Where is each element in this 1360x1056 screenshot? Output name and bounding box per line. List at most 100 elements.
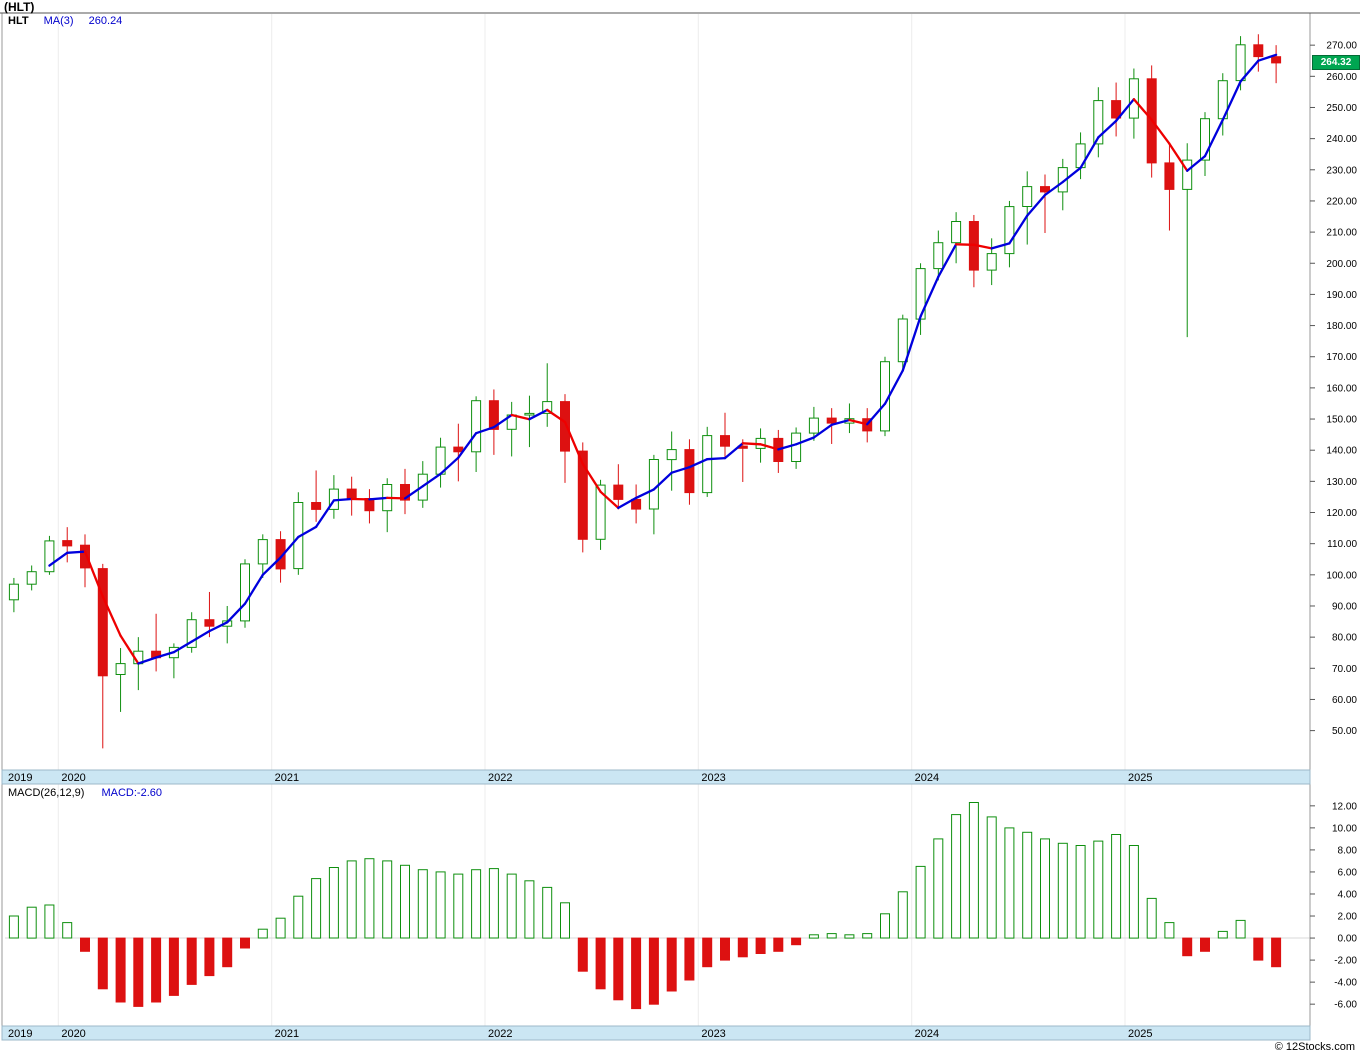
candle (791, 427, 802, 469)
macd-bar (1217, 930, 1228, 939)
macd-bar (26, 906, 37, 939)
price-tick-label: 180.00 (1326, 321, 1357, 332)
price-tick-label: 270.00 (1326, 41, 1357, 52)
macd-bar (702, 937, 713, 968)
year-label: 2020 (61, 772, 85, 784)
macd-bar (1164, 922, 1175, 939)
candle (524, 395, 535, 448)
symbol-label: HLT (8, 15, 29, 27)
macd-bar (1200, 937, 1210, 952)
candle (1271, 45, 1282, 84)
candle (684, 439, 695, 505)
macd-tick-label: 6.00 (1338, 867, 1358, 878)
candle (951, 212, 962, 264)
candle (26, 565, 37, 591)
year-label: 2021 (275, 1028, 299, 1040)
year-label: 2025 (1128, 1028, 1152, 1040)
candle (1022, 171, 1033, 245)
macd-bar (488, 868, 499, 939)
candle (80, 534, 90, 588)
price-tick-label: 80.00 (1332, 633, 1357, 644)
candle (44, 535, 55, 575)
year-label: 2022 (488, 1028, 512, 1040)
price-tick-label: 100.00 (1326, 570, 1357, 581)
year-label: 2025 (1128, 772, 1152, 784)
price-tick-label: 140.00 (1326, 446, 1357, 457)
candle (1111, 82, 1122, 137)
macd-tick-label: 4.00 (1338, 889, 1358, 900)
macd-bar (240, 937, 250, 949)
macd-bar (97, 937, 108, 990)
macd-bar (933, 838, 944, 939)
candle (666, 431, 677, 491)
year-label: 2019 (8, 772, 32, 784)
candle (488, 389, 499, 455)
last-price-badge: 264.32 (1312, 55, 1360, 70)
macd-bar (328, 867, 339, 939)
macd-bar (595, 937, 606, 990)
year-gridlines (57, 14, 1126, 1026)
price-axis: 50.00 60.00 70.00 80.00 90.00 100.00 110.00 120… (1310, 41, 1357, 737)
macd-tick-label: -2.00 (1334, 956, 1357, 967)
macd-bar (506, 873, 517, 939)
macd-bar (737, 937, 748, 958)
candle (986, 238, 997, 286)
candle (257, 534, 268, 578)
candle (702, 426, 713, 497)
candle (1093, 87, 1104, 158)
ma-line-group (48, 53, 1278, 665)
macd-bar (666, 937, 677, 992)
macd-bar (186, 937, 197, 985)
candle (168, 643, 179, 679)
candle (435, 437, 446, 488)
year-label: 2024 (915, 772, 939, 784)
candle (1200, 112, 1210, 177)
macd-bar (951, 814, 962, 939)
macd-bar (204, 937, 215, 977)
macd-bar (1253, 937, 1264, 961)
year-label: 2019 (8, 1028, 32, 1040)
macd-tick-label: 10.00 (1332, 823, 1357, 834)
year-label: 2023 (701, 1028, 725, 1040)
price-tick-label: 190.00 (1326, 290, 1357, 301)
macd-tick-label: -4.00 (1334, 978, 1357, 989)
price-tick-label: 110.00 (1327, 539, 1357, 550)
macd-bar (346, 860, 357, 939)
macd-bar (115, 937, 126, 1003)
candle (204, 591, 215, 638)
candle (613, 464, 624, 510)
macd-bar (1271, 937, 1282, 968)
candle (720, 412, 730, 458)
candle (1075, 132, 1086, 180)
price-tick-label: 120.00 (1326, 508, 1357, 519)
price-panel-frame (1, 12, 1311, 771)
price-legend: HLT MA(3) 260.24 (8, 15, 122, 27)
price-tick-label: 220.00 (1326, 196, 1357, 207)
price-tick-label: 130.00 (1326, 477, 1357, 488)
candle (62, 527, 73, 563)
candle (453, 423, 464, 482)
macd-bar (435, 871, 446, 939)
price-tick-label: 170.00 (1326, 352, 1357, 363)
candle (844, 403, 855, 434)
candle (1040, 174, 1050, 234)
candle (968, 214, 979, 288)
candle (1182, 143, 1193, 338)
candle (400, 468, 410, 515)
macd-value-label: MACD:-2.60 (101, 787, 163, 799)
price-tick-label: 260.00 (1326, 72, 1357, 83)
candle (506, 401, 517, 457)
macd-bar (720, 937, 730, 961)
price-tick-label: 250.00 (1326, 103, 1357, 114)
macd-bar (133, 937, 144, 1007)
macd-bar (1022, 831, 1033, 939)
macd-bar (364, 858, 375, 939)
macd-bar (1075, 845, 1086, 939)
macd-bar (311, 878, 322, 939)
page-title: (HLT) (4, 0, 35, 14)
macd-bar (417, 869, 428, 939)
macd-bar (151, 937, 162, 1003)
candles-group (8, 34, 1282, 749)
